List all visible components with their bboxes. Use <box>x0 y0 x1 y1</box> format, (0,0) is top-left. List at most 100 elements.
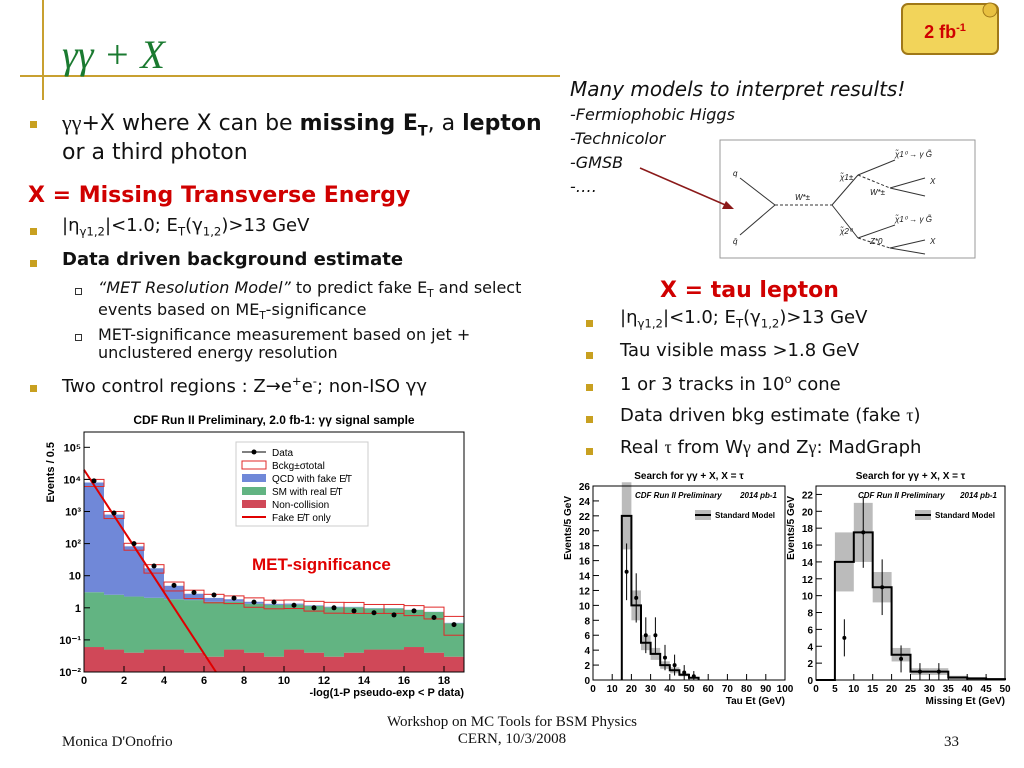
stack-segment <box>184 600 204 653</box>
diagram-label: q <box>733 169 738 178</box>
stack-segment <box>124 652 144 672</box>
histogram-line <box>816 531 1006 681</box>
data-point <box>451 622 457 628</box>
x-tick-label: 15 <box>867 684 879 695</box>
title: γγ + X <box>62 32 165 77</box>
data-point <box>653 633 658 638</box>
data-point <box>191 589 197 595</box>
legend-label: QCD with fake E̸T <box>272 473 352 485</box>
y-tick-label: 10⁻² <box>59 667 81 679</box>
y-tick-label: 10 <box>802 592 814 603</box>
x-axis-label: Tau Et (GeV) <box>726 696 785 707</box>
y-tick-label: 22 <box>579 512 591 523</box>
lumi: 2014 pb-1 <box>739 491 777 500</box>
stack-segment <box>104 514 124 595</box>
stack-segment <box>424 612 444 653</box>
legend-label: Standard Model <box>935 511 995 520</box>
diagram-label: X <box>929 177 936 186</box>
stack-segment <box>344 607 364 653</box>
stack-segment <box>204 597 224 602</box>
error-band <box>163 581 185 592</box>
x-tick-label: 10 <box>848 684 860 695</box>
x-tick-label: 60 <box>703 684 715 695</box>
stack-segment <box>104 649 124 672</box>
diagram-labels: q q̄ W*± χ̃1± χ̃2⁰ W*± Z*0 χ̃1⁰ → γ G̃ X… <box>733 150 936 246</box>
diagram-label: χ̃1± <box>839 173 854 182</box>
model: -Fermiophobic Higgs <box>570 105 735 124</box>
model: -Technicolor <box>570 129 666 148</box>
stack-segment <box>84 592 104 648</box>
x-tick-label: 12 <box>318 675 330 687</box>
y-tick-label: 14 <box>579 572 591 583</box>
x-tick-label: 30 <box>645 684 657 695</box>
x-tick-label: 30 <box>924 684 936 695</box>
legend-label: Bckg±σtotal <box>272 461 325 472</box>
stack-segment <box>164 649 184 672</box>
data-point <box>151 563 157 569</box>
x-tick-label: 80 <box>741 684 753 695</box>
footer-author: Monica D'Onofrio <box>62 734 173 750</box>
arrow <box>639 167 731 208</box>
diagram-label: χ̃2⁰ <box>839 227 854 236</box>
data-point <box>936 669 941 674</box>
stack-segment <box>364 608 384 650</box>
y-axis-label: Events/5 GeV <box>563 496 574 560</box>
y-tick-label: 10⁵ <box>64 442 81 454</box>
data-point <box>682 670 687 675</box>
legend-swatch <box>242 500 266 508</box>
x-tick-label: 6 <box>201 675 207 687</box>
stack-segment <box>144 568 164 598</box>
scroll-curl <box>982 2 998 18</box>
data-point <box>899 656 904 661</box>
feynman <box>739 159 926 255</box>
y-tick-label: 12 <box>579 586 591 597</box>
y-axis-label: Events/5 GeV <box>786 496 797 560</box>
badge-scroll <box>901 3 999 55</box>
data-point <box>861 530 866 535</box>
data-point <box>431 614 437 620</box>
diagram-label: q̄ <box>733 237 738 246</box>
y-tick-label: 12 <box>802 575 814 586</box>
y-tick-label: 10 <box>69 571 81 583</box>
x-tick-label: 16 <box>398 675 410 687</box>
legend-swatch <box>242 487 266 495</box>
x-tick-label: 100 <box>777 684 794 695</box>
chart-title: Search for γγ + X, X = τ <box>634 471 744 482</box>
diagram-label: X <box>929 237 936 246</box>
bullet: γγ+X where X can be missing ET, a lepton… <box>62 110 542 165</box>
stack-segment <box>364 649 384 672</box>
x-tick-label: 40 <box>664 684 676 695</box>
x-tick-label: 8 <box>241 675 247 687</box>
x-tick-label: 0 <box>813 684 819 695</box>
stack-segment <box>224 601 244 650</box>
y-tick-label: 4 <box>584 646 590 657</box>
stack-segment <box>144 649 164 672</box>
sub-bullet: “MET Resolution Model” to predict fake E… <box>98 278 522 323</box>
data-point <box>91 478 97 484</box>
y-tick-label: 6 <box>584 631 590 642</box>
y-tick-label: 8 <box>807 609 813 620</box>
data-point <box>171 582 177 588</box>
bullet: Real τ from Wγ and Zγ: MadGraph <box>620 437 922 458</box>
data-point <box>691 674 696 679</box>
stack-segment <box>404 609 424 648</box>
y-tick-label: 6 <box>807 625 813 636</box>
legend-swatch <box>241 460 267 470</box>
stack-segment <box>144 597 164 650</box>
diagram-label: W*± <box>795 193 811 202</box>
data-point <box>663 655 667 660</box>
data-point <box>842 635 847 640</box>
y-tick-label: 4 <box>807 642 813 653</box>
stack-segment <box>284 649 304 672</box>
stack-segment <box>304 605 324 653</box>
stack-segment <box>184 652 204 672</box>
x-tick-label: 20 <box>626 684 638 695</box>
bullet: Data driven bkg estimate (fake τ) <box>620 405 921 426</box>
stack-segment <box>264 656 284 672</box>
stack-segment <box>444 623 464 657</box>
heading: Many models to interpret results! <box>570 77 906 101</box>
legend-swatch <box>242 474 266 482</box>
data-point <box>624 569 629 574</box>
chart-subtitle: CDF Run II Preliminary <box>858 491 945 500</box>
legend-label: SM with real E̸T <box>272 486 343 498</box>
